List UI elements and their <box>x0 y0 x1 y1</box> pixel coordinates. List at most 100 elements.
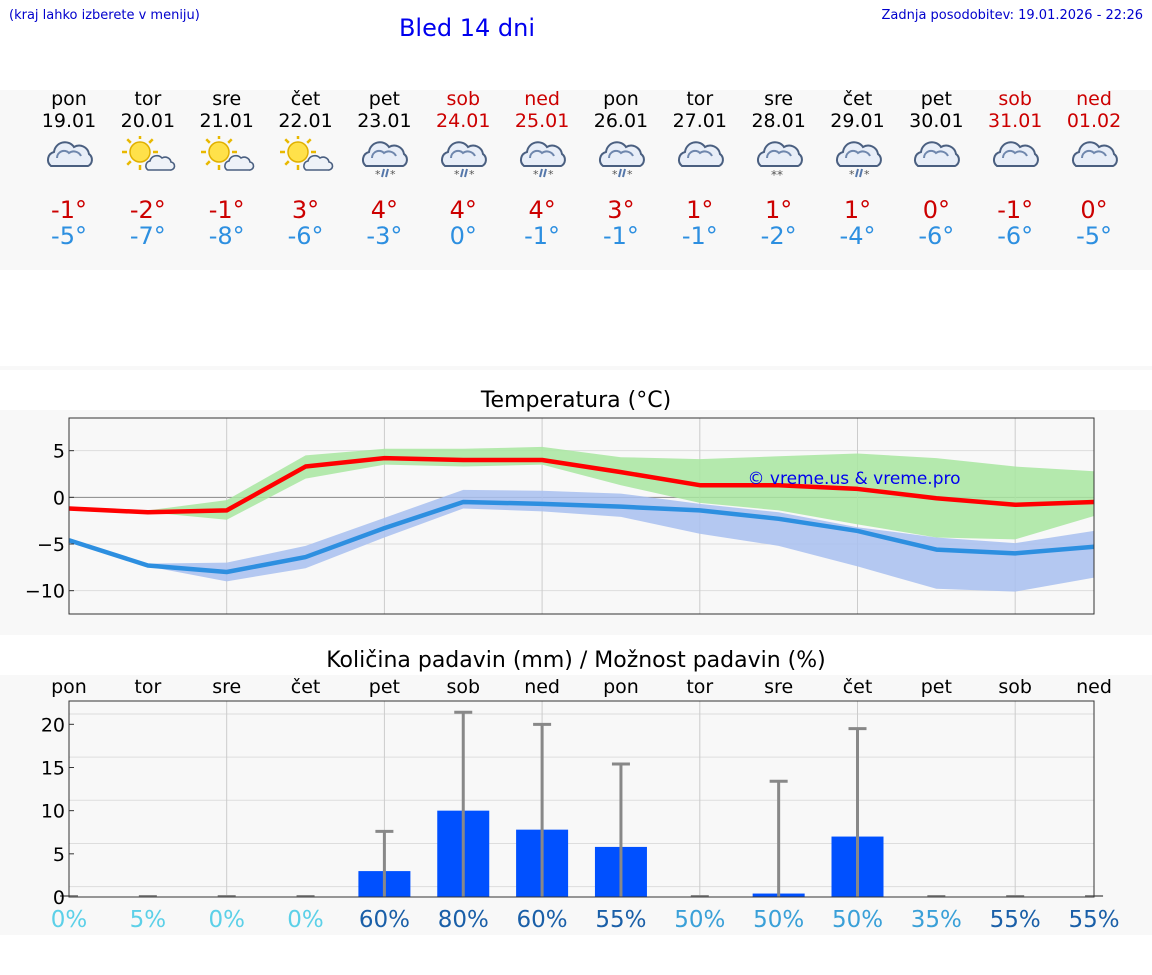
spacer-band <box>0 366 1152 370</box>
page-title: Bled 14 dni <box>398 14 536 42</box>
category-label: sob <box>446 676 480 698</box>
day-date: 25.01 <box>514 110 570 132</box>
day-date: 20.01 <box>120 110 176 132</box>
precip-probability: 55% <box>595 907 646 933</box>
day-min-temp: -1° <box>524 222 561 250</box>
forecast-day: pon 26.01 * * 3° -1° <box>576 88 666 258</box>
cloudy-icon <box>993 141 1040 167</box>
day-max-temp: 4° <box>370 196 399 224</box>
plot-area <box>69 701 1094 897</box>
precip-probability: 80% <box>438 907 489 933</box>
day-name: sre <box>764 88 794 110</box>
precip-probability: 50% <box>674 907 725 933</box>
day-date: 26.01 <box>593 110 649 132</box>
category-label: tor <box>134 676 161 698</box>
day-max-temp: -1° <box>208 196 245 224</box>
precip-probability: 60% <box>517 907 568 933</box>
day-date: 28.01 <box>751 110 806 132</box>
rain-snow-icon: * * <box>520 141 567 180</box>
svg-text:*: * <box>612 168 618 180</box>
day-date: 21.01 <box>199 110 254 132</box>
day-max-temp: 0° <box>1080 196 1108 224</box>
category-label: pon <box>603 676 639 698</box>
day-name: ned <box>1076 88 1112 110</box>
svg-text:**: ** <box>771 168 783 180</box>
rain-snow-icon: * * <box>598 141 645 180</box>
day-date: 31.01 <box>987 110 1043 132</box>
cloudy-icon <box>914 141 961 167</box>
forecast-day: ned 01.02 0° -5° <box>1049 88 1139 258</box>
day-name: sre <box>212 88 242 110</box>
precip-probability: 55% <box>990 907 1041 933</box>
svg-text:*: * <box>469 168 475 180</box>
temperature-chart: 5 0 −5 −10 © vreme.us & vreme.pro <box>25 417 1095 615</box>
precipitation-chart-title: Količina padavin (mm) / Možnost padavin … <box>326 648 826 673</box>
day-min-temp: 0° <box>449 222 477 250</box>
category-label: ned <box>524 676 560 698</box>
forecast-day: pet 30.01 0° -6° <box>891 88 981 258</box>
precip-probability: 55% <box>1068 907 1119 933</box>
day-min-temp: -7° <box>129 222 166 250</box>
precip-probability: 0% <box>208 907 245 933</box>
precip-probability: 35% <box>911 907 962 933</box>
day-max-temp: 0° <box>922 196 950 224</box>
cloudy-icon <box>47 141 93 167</box>
svg-text:*: * <box>375 168 381 180</box>
day-min-temp: -4° <box>839 222 876 250</box>
forecast-day: sob 24.01 * * 4° 0° <box>418 88 508 258</box>
svg-text:*: * <box>454 168 460 180</box>
day-date: 23.01 <box>357 110 412 132</box>
rain-snow-icon: * * <box>441 141 488 180</box>
y-tick-label: 0 <box>53 487 65 509</box>
max-temp-range-band <box>69 446 1095 540</box>
rain-snow-icon: * * <box>835 141 882 180</box>
category-label: čet <box>843 676 873 698</box>
day-min-temp: -5° <box>1076 222 1113 250</box>
day-name: pon <box>603 88 639 110</box>
forecast-day: pon 19.01 -1° -5° <box>24 88 114 258</box>
sun-cloud-icon <box>279 136 333 171</box>
max-temp-line <box>68 455 1095 515</box>
day-max-temp: 1° <box>843 196 872 224</box>
plot-frame <box>68 417 1095 615</box>
day-date: 29.01 <box>830 110 885 132</box>
svg-text:*: * <box>390 168 396 180</box>
day-name: čet <box>842 88 873 110</box>
forecast-band <box>0 90 1152 270</box>
day-name: tor <box>134 88 162 110</box>
sun-cloud-icon <box>200 136 254 171</box>
svg-text:*: * <box>533 168 539 180</box>
precip-probability: 0% <box>51 907 88 933</box>
svg-text:*: * <box>627 168 633 180</box>
category-label: sre <box>212 676 241 698</box>
forecast-day: čet 22.01 3° -6° <box>261 88 351 258</box>
forecast-day: čet 29.01 * * 1° -4° <box>813 88 903 258</box>
snow-cloud-icon: ** <box>756 141 803 180</box>
svg-text:*: * <box>548 168 554 180</box>
day-min-temp: -8° <box>208 222 245 250</box>
cloudy-icon <box>1072 141 1118 167</box>
day-max-temp: 1° <box>765 196 793 224</box>
day-name: pet <box>368 88 400 110</box>
category-label: čet <box>291 676 321 698</box>
precipitation-chart: pon tor sre čet pet sob ned pon tor sre čet pet sob n… <box>41 676 1120 933</box>
category-label: sob <box>998 676 1032 698</box>
forecast-day: tor 20.01 -2° -7° <box>103 88 193 258</box>
day-name: sob <box>998 88 1032 110</box>
forecast-day: sob 31.01 -1° -6° <box>970 88 1060 258</box>
day-max-temp: 3° <box>607 196 635 224</box>
day-min-temp: -1° <box>681 222 718 250</box>
y-tick-label: 0 <box>53 887 65 909</box>
y-tick-label: 5 <box>53 441 65 463</box>
day-min-temp: -5° <box>51 222 87 250</box>
day-name: pon <box>51 88 87 110</box>
forecast-day: sre 28.01 ** 1° -2° <box>734 88 824 258</box>
precip-probability: 0% <box>287 907 324 933</box>
watermark: © vreme.us & vreme.pro <box>747 469 960 489</box>
forecast-day: ned 25.01 * * 4° -1° <box>497 88 587 258</box>
precip-probability: 5% <box>130 907 167 933</box>
y-tick-label: 15 <box>41 757 65 779</box>
day-name: pet <box>920 88 952 110</box>
day-min-temp: -1° <box>602 222 639 250</box>
region-hint[interactable]: (kraj lahko izberete v meniju) <box>9 8 200 23</box>
